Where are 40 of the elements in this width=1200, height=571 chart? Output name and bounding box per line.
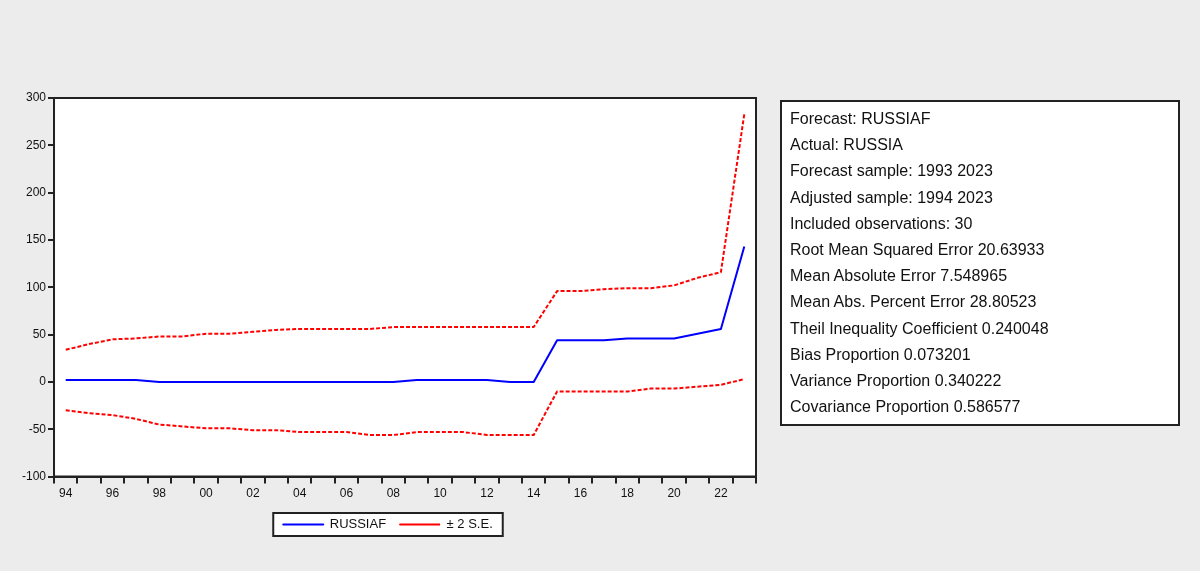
text: Included observations: 30: [790, 213, 974, 234]
y-tick-label: 200: [25, 184, 47, 199]
y-tick-label: 0: [39, 374, 47, 389]
x-tick-label: 08: [386, 486, 401, 501]
text: Forecast: RUSSIAF: [790, 109, 932, 129]
text: Adjusted sample: 1994 2023: [790, 187, 994, 208]
x-tick-label: 02: [246, 486, 260, 501]
x-tick-label: 18: [620, 486, 635, 501]
x-tick-label: 22: [714, 486, 728, 501]
x-tick-label: 10: [433, 486, 448, 501]
x-tick-label: 20: [667, 486, 682, 501]
text: Forecast sample: 1993 2023: [790, 161, 994, 182]
y-tick-label: -100: [21, 468, 47, 483]
y-tick-label: 150: [25, 232, 47, 247]
y-tick-label: 50: [32, 326, 47, 341]
text: Mean Absolute Error 7.548965: [790, 266, 1009, 287]
x-tick-label: 98: [152, 486, 167, 501]
x-tick-label: 96: [105, 486, 120, 501]
text: Theil Inequality Coefficient 0.240048: [790, 318, 1050, 339]
text: Actual: RUSSIA: [790, 135, 904, 156]
x-tick-label: 14: [527, 486, 541, 501]
y-tick-label: 100: [25, 279, 47, 294]
legend-label: RUSSIAF: [329, 516, 387, 532]
x-tick-label: 12: [480, 486, 494, 501]
x-tick-label: 16: [573, 486, 588, 501]
y-tick-label: 300: [25, 90, 47, 105]
y-tick-label: -50: [28, 421, 47, 436]
text: Covariance Proportion 0.586577: [790, 397, 1022, 418]
line-series: [64, 378, 746, 436]
legend-label: ± 2 S.E.: [446, 516, 493, 532]
text: Mean Abs. Percent Error 28.80523: [790, 292, 1038, 313]
text: Bias Proportion 0.073201: [790, 344, 972, 365]
x-tick-label: 04: [293, 486, 307, 501]
x-tick-label: 94: [59, 486, 73, 501]
text: Root Mean Squared Error 20.63933: [790, 240, 1046, 260]
text: Variance Proportion 0.340222: [790, 371, 1003, 392]
x-tick-label: 00: [199, 486, 214, 501]
line-series: [64, 113, 746, 351]
x-tick-label: 06: [339, 486, 354, 501]
y-tick-label: 250: [25, 137, 47, 152]
